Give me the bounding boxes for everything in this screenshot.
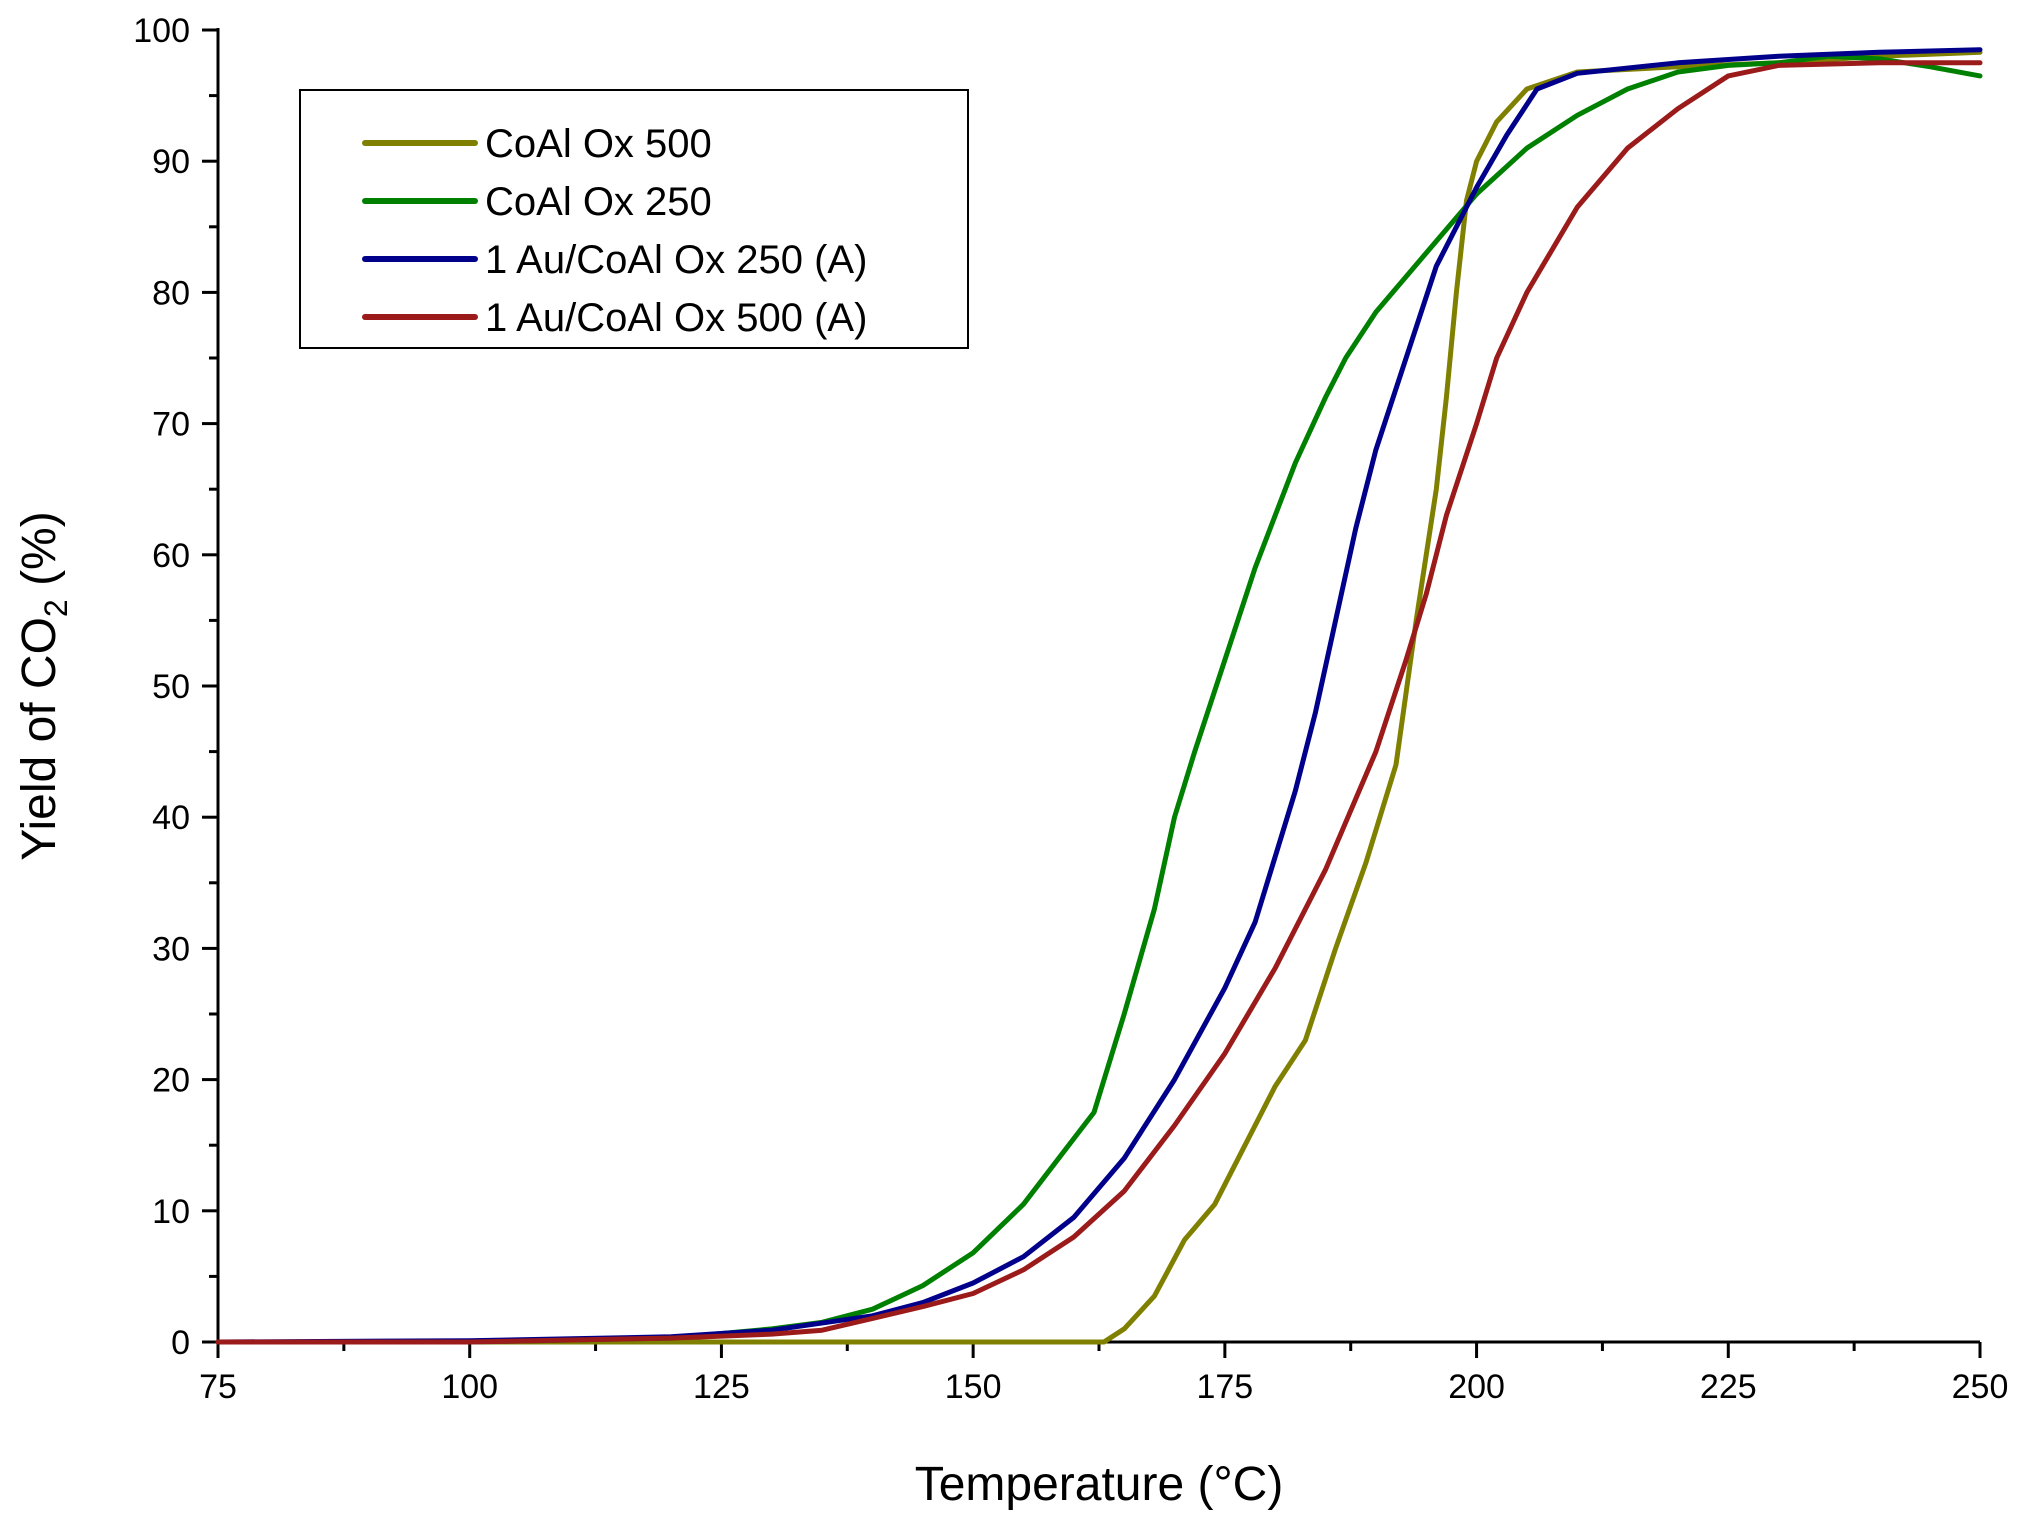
x-axis-title: Temperature (°C) [915, 1458, 1284, 1511]
x-tick-label: 100 [441, 1368, 498, 1406]
series-line-1-au-coal-ox-250-a [215, 47, 1983, 1345]
x-tick-label: 225 [1700, 1368, 1757, 1406]
y-tick-label: 80 [152, 274, 190, 312]
y-axis-title-subscript: 2 [38, 599, 74, 617]
legend-label: CoAl Ox 500 [485, 122, 712, 166]
x-tick-label: 150 [945, 1368, 1002, 1406]
y-axis-title-suffix: (%) [13, 511, 66, 599]
y-axis-title: Yield of CO2 (%) [13, 511, 74, 860]
y-axis-title-main: Yield of CO [13, 617, 66, 861]
legend-label: 1 Au/CoAl Ox 500 (A) [485, 296, 867, 340]
x-tick-label: 250 [1952, 1368, 2009, 1406]
series-line-1-au-coal-ox-500-a [215, 60, 1983, 1345]
y-tick-label: 70 [152, 406, 190, 444]
y-tick-label: 50 [152, 668, 190, 706]
y-tick-label: 100 [133, 12, 190, 50]
x-tick-label: 175 [1196, 1368, 1253, 1406]
x-tick-label: 75 [199, 1368, 237, 1406]
y-tick-label: 20 [152, 1062, 190, 1100]
y-tick-label: 10 [152, 1193, 190, 1231]
y-tick-label: 0 [171, 1324, 190, 1362]
series-layer [215, 47, 1983, 1345]
legend-label: 1 Au/CoAl Ox 250 (A) [485, 238, 867, 282]
y-tick-label: 60 [152, 537, 190, 575]
y-tick-label: 30 [152, 930, 190, 968]
legend: CoAl Ox 500 CoAl Ox 250 1 Au/CoAl Ox 250 (… [299, 89, 969, 349]
series-line-coal-ox-250 [215, 53, 1983, 1345]
legend-label: CoAl Ox 250 [485, 180, 712, 224]
y-tick-label: 90 [152, 143, 190, 181]
legend-box [299, 89, 969, 349]
x-tick-label: 125 [693, 1368, 750, 1406]
y-tick-label: 40 [152, 799, 190, 837]
axes: 75 100 125 150 175 200 225 250 0 10 20 30 40 50 60 70 80… [133, 12, 2008, 1406]
x-tick-label: 200 [1448, 1368, 1505, 1406]
